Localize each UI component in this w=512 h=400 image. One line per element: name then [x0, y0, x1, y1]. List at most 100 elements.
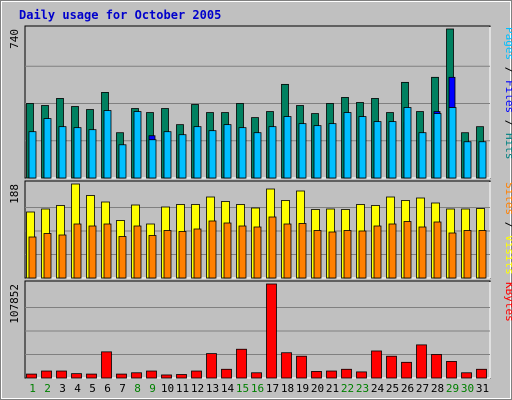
- legend-entry: Files: [503, 80, 512, 113]
- bar-pages-day-31: [478, 141, 487, 179]
- bar-pages-day-5: [88, 129, 97, 179]
- bar-sites-day-17: [268, 216, 277, 279]
- bar-pages-day-23: [358, 116, 367, 179]
- x-tick-label: 8: [134, 382, 141, 395]
- legend-entry: Pages: [503, 27, 512, 60]
- bar-kbytes-day-27: [416, 344, 427, 379]
- x-tick-label: 15: [236, 382, 249, 395]
- bar-pages-day-29: [448, 107, 457, 179]
- bar-kbytes-day-13: [206, 353, 217, 379]
- bar-pages-day-11: [178, 134, 187, 179]
- bar-sites-day-18: [283, 223, 292, 279]
- bar-pages-day-19: [298, 123, 307, 179]
- legend-entry: /: [503, 60, 512, 80]
- bar-pages-day-4: [73, 127, 82, 179]
- bar-sites-day-5: [88, 225, 97, 279]
- bar-pages-day-17: [268, 126, 277, 179]
- x-tick-label: 14: [221, 382, 235, 395]
- bar-kbytes-day-17: [266, 283, 277, 379]
- bar-kbytes-day-31: [476, 368, 487, 379]
- bar-pages-day-7: [118, 144, 127, 179]
- bar-sites-day-24: [373, 225, 382, 279]
- legend-top: Pages / Files / Hits: [503, 27, 512, 160]
- bar-sites-day-21: [328, 231, 337, 279]
- bar-pages-day-1: [28, 131, 37, 179]
- bar-kbytes-day-26: [401, 361, 412, 379]
- bar-kbytes-day-5: [86, 373, 97, 379]
- x-tick-label: 21: [326, 382, 339, 395]
- legend-entry: /: [503, 215, 512, 235]
- bar-kbytes-day-6: [101, 351, 112, 379]
- bar-pages-day-15: [238, 127, 247, 179]
- bar-sites-day-23: [358, 230, 367, 279]
- bar-sites-day-15: [238, 225, 247, 279]
- bar-kbytes-day-8: [131, 372, 142, 379]
- x-tick-label: 9: [149, 382, 156, 395]
- x-tick-label: 17: [266, 382, 279, 395]
- x-tick-label: 5: [89, 382, 96, 395]
- legend-entry: KBytes: [503, 282, 512, 322]
- bar-kbytes-day-28: [431, 354, 442, 379]
- x-tick-label: 30: [461, 382, 474, 395]
- bar-kbytes-day-18: [281, 352, 292, 379]
- y-max-label: 107852: [8, 284, 21, 324]
- bar-sites-day-11: [178, 231, 187, 279]
- bar-sites-day-19: [298, 223, 307, 279]
- x-tick-label: 13: [206, 382, 219, 395]
- bar-kbytes-day-2: [41, 370, 52, 379]
- x-tick-label: 12: [191, 382, 204, 395]
- bar-kbytes-day-23: [356, 371, 367, 379]
- panel-bottom: 107852 KBytes: [8, 280, 512, 379]
- bar-sites-day-1: [28, 236, 37, 279]
- bar-sites-day-4: [73, 223, 82, 279]
- bar-sites-day-3: [58, 234, 67, 279]
- bar-kbytes-day-12: [191, 370, 202, 379]
- x-tick-label: 27: [416, 382, 429, 395]
- bar-kbytes-day-30: [461, 372, 472, 379]
- y-max-label: 188: [8, 184, 21, 204]
- bar-sites-day-12: [193, 228, 202, 279]
- bar-pages-day-10: [163, 131, 172, 179]
- bar-kbytes-day-11: [176, 374, 187, 379]
- bar-kbytes-day-16: [251, 372, 262, 379]
- x-tick-label: 24: [371, 382, 385, 395]
- bar-pages-day-25: [388, 121, 397, 179]
- x-tick-label: 22: [341, 382, 354, 395]
- legend-bottom: KBytes: [503, 282, 512, 322]
- bar-sites-day-7: [118, 236, 127, 279]
- x-tick-label: 19: [296, 382, 309, 395]
- bar-sites-day-31: [478, 230, 487, 279]
- bar-sites-day-13: [208, 220, 217, 279]
- bar-sites-day-26: [403, 221, 412, 279]
- legend-entry: Visits: [503, 235, 512, 275]
- bar-sites-day-6: [103, 223, 112, 279]
- bar-pages-day-26: [403, 107, 412, 179]
- x-tick-label: 18: [281, 382, 294, 395]
- legend-entry: /: [503, 113, 512, 133]
- bar-sites-day-27: [418, 226, 427, 279]
- x-tick-label: 29: [446, 382, 459, 395]
- bar-pages-day-14: [223, 124, 232, 179]
- x-tick-label: 25: [386, 382, 399, 395]
- bar-kbytes-day-25: [386, 355, 397, 379]
- legend-entry: Hits: [503, 133, 512, 160]
- x-tick-label: 23: [356, 382, 369, 395]
- bar-pages-day-8: [133, 111, 142, 179]
- bar-sites-day-29: [448, 232, 457, 279]
- bar-pages-day-22: [343, 112, 352, 179]
- bar-kbytes-day-21: [326, 370, 337, 379]
- bar-kbytes-day-14: [221, 368, 232, 379]
- bar-pages-day-6: [103, 110, 112, 179]
- x-tick-label: 28: [431, 382, 444, 395]
- bar-kbytes-day-20: [311, 371, 322, 379]
- bar-sites-day-8: [133, 225, 142, 279]
- bar-kbytes-day-22: [341, 368, 352, 379]
- bar-kbytes-day-10: [161, 374, 172, 379]
- bar-pages-day-3: [58, 126, 67, 179]
- bar-pages-day-28: [433, 113, 442, 179]
- bar-pages-day-2: [43, 118, 52, 179]
- bar-sites-day-20: [313, 230, 322, 279]
